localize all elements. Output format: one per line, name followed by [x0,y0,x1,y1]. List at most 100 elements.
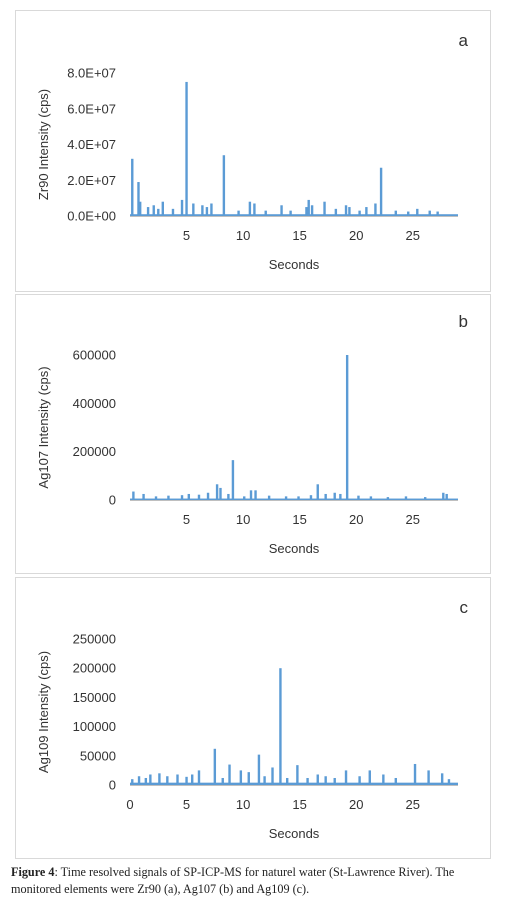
baseline-signal [130,498,458,501]
signal-peak [205,207,209,216]
signal-peak [368,770,371,785]
signal-peak [185,81,188,216]
y-tick-label: 600000 [73,348,116,363]
chart-panel-a: a 0.0E+00 2.0E+07 4.0E+07 6.0E+07 8.0E+07 5 10 1… [15,10,491,292]
chart-c-svg: c 0 50000 100000 150000 200000 250000 0 5 10 15 20 2… [36,598,469,841]
signal-peak [296,765,299,785]
figure-caption: Figure 4: Time resolved signals of SP-IC… [11,864,506,898]
x-axis-title: Seconds [269,257,320,272]
signal-peak [149,774,152,785]
signal-peak [344,205,348,216]
signal-peak [131,158,134,216]
signal-peak [180,495,184,500]
signal-peak [289,210,292,216]
signal-peak [222,155,226,216]
signal-peak [442,492,445,500]
signal-peak [379,167,383,216]
signal-peak [206,492,210,500]
signal-peak [267,495,271,500]
signal-peak [210,203,213,216]
signal-peak [358,210,361,216]
chart-b-svg: b 0 200000 400000 600000 5 10 15 20 25 Seconds Ag10… [36,312,468,556]
signal-peak [344,770,348,785]
x-tick-label: 20 [349,512,363,527]
signal-peak [185,776,188,785]
signal-peak [316,774,319,785]
signal-peak [394,777,397,785]
signal-peak [253,203,256,216]
signal-peak [249,490,253,500]
x-axis-title: Seconds [269,541,320,556]
signal-peak [142,493,145,500]
x-tick-label: 20 [349,797,363,812]
panel-letter-c: c [460,598,469,617]
signal-peak [413,763,417,785]
y-tick-label: 0 [109,778,116,793]
chart-panel-c: c 0 50000 100000 150000 200000 250000 0 5 10 15 20 2… [15,577,491,859]
signal-peak [404,496,408,500]
signal-peak [316,484,319,500]
signal-peak [219,487,222,500]
signal-peak [297,496,300,500]
signal-peak [239,770,243,785]
signal-peak [146,207,150,216]
signal-peak [227,493,230,500]
signal-peak [348,207,351,216]
signal-peak [263,776,266,785]
signal-peak [176,774,179,785]
signal-peak [158,773,161,785]
caption-text: : Time resolved signals of SP-ICP-MS for… [11,865,455,896]
x-tick-label: 25 [406,228,420,243]
signal-peak [394,210,397,216]
signal-peak [358,776,361,785]
signal-peak [247,772,250,785]
signal-peak [324,493,327,500]
y-tick-label: 2.0E+07 [67,173,116,188]
y-tick-label: 250000 [73,632,116,647]
x-tick-label: 10 [236,228,250,243]
signal-peak [166,776,169,785]
signal-peak [192,203,195,216]
signal-peak [137,182,140,216]
x-tick-label: 15 [292,512,306,527]
panel-letter-b: b [459,312,468,331]
signal-peak [279,668,282,785]
x-tick-label: 20 [349,228,363,243]
x-tick-label: 15 [292,228,306,243]
signal-peak [201,205,204,216]
x-tick-label: 10 [236,797,250,812]
y-tick-label: 0.0E+00 [67,209,116,224]
signal-peak [180,199,184,216]
signal-peak [137,776,141,785]
caption-label: Figure 4 [11,865,55,879]
signal-peak [445,493,448,500]
x-tick-label: 5 [183,228,190,243]
signal-peak [138,201,142,216]
signal-peak [374,203,377,216]
signal-peak [428,210,431,216]
signal-peak [369,496,373,500]
y-tick-label: 4.0E+07 [67,137,116,152]
signal-peak [345,355,349,500]
signal-peak [323,201,326,216]
signal-peak [440,773,444,785]
signal-peak [152,205,155,216]
signal-peak [407,211,410,216]
signal-peak [221,777,224,785]
signal-peak [254,490,257,500]
chart-panel-b: b 0 200000 400000 600000 5 10 15 20 25 Seconds Ag10… [15,294,491,574]
signal-peak [257,754,261,785]
signal-peak [309,495,313,500]
signal-peak [187,493,191,500]
signal-peak [248,201,252,216]
signal-peak [197,770,201,785]
y-axis-title: Ag109 Intensity (cps) [36,651,51,773]
signal-peak [365,207,368,216]
signal-peak [424,497,427,500]
y-axis-title: Ag107 Intensity (cps) [36,366,51,488]
x-tick-label: 25 [406,512,420,527]
signal-peak [339,493,342,500]
signal-peak [167,495,170,500]
signal-peak [132,491,135,500]
baseline-signal [130,214,458,216]
